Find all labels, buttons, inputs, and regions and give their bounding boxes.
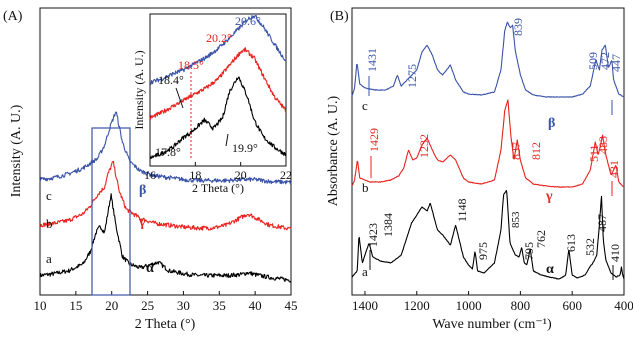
trace-inset-c (149, 14, 287, 85)
trace-inset-b (149, 47, 287, 120)
panel-b-xticks: 1400 1200 1000 800 600 400 (352, 291, 633, 313)
panel-b-frame (351, 7, 625, 296)
panel-a-label: (A) (3, 9, 23, 24)
xtick-label-45: 45 (285, 298, 298, 313)
beta-peak-1275: 1275 (405, 64, 419, 88)
xtick-label-25: 25 (141, 298, 154, 313)
xtick-label-20: 20 (235, 168, 247, 182)
inset-arrow-184 (175, 87, 184, 109)
xtick-label-18: 18 (189, 168, 201, 182)
xtick-label-600: 600 (562, 298, 582, 313)
inset-annot-185: 18.5° (178, 58, 204, 72)
panel-b: (B) 1400 1200 1000 800 600 400 Wave number (c… (326, 7, 633, 332)
trace-xrd-c (39, 111, 292, 185)
trace-xrd-b (39, 160, 292, 231)
b-phase-gamma: γ (545, 189, 553, 204)
xtick-label-15: 15 (69, 298, 82, 313)
b-phase-beta: β (548, 116, 555, 131)
panel-a: (A) 10 15 20 25 30 35 40 45 2 Theta (°) Intensi… (3, 7, 298, 332)
alpha-peak-795: 795 (522, 242, 536, 260)
xtick-label-16: 16 (144, 168, 156, 182)
xtick-label-20: 20 (105, 298, 118, 313)
inset: 16 18 20 22 2 Theta (°) Intensity (A. U.) 2… (132, 13, 292, 195)
b-phase-alpha: α (546, 262, 554, 277)
xtick-label-1000: 1000 (456, 298, 482, 313)
inset-frame (149, 13, 287, 167)
trace-xrd-a (39, 193, 292, 283)
phase-label-alpha: α (146, 261, 154, 276)
gamma-peak-1429: 1429 (367, 128, 381, 152)
series-letter-b: b (46, 216, 53, 231)
inset-annot-206: 20.6° (235, 14, 261, 28)
beta-peak-839: 839 (511, 18, 525, 36)
alpha-peak-labels: 1423 1384 1148 975 853 795 762 613 532 4… (366, 198, 622, 262)
inset-annot-184: 18.4° (158, 73, 184, 87)
gamma-peak-837: 837 (509, 142, 523, 160)
b-series-letter-a: a (362, 264, 368, 279)
trace-ftir-b (351, 99, 625, 188)
alpha-peak-1423: 1423 (366, 223, 380, 247)
beta-peak-509: 509 (586, 52, 600, 70)
inset-annot-199: 19.9° (232, 141, 258, 155)
inset-ylabel: Intensity (A. U.) (132, 50, 146, 129)
alpha-peak-1148: 1148 (455, 198, 469, 222)
series-letter-c: c (46, 188, 52, 203)
inset-annot-178: 17.8° (155, 145, 181, 159)
beta-peak-labels: 1431 1275 839 509 472 447 (365, 18, 623, 88)
xtick-label-1200: 1200 (404, 298, 430, 313)
panel-b-xlabel: Wave number (cm⁻¹) (432, 317, 552, 332)
phase-label-beta: β (139, 183, 146, 198)
gamma-peak-labels: 1429 1232 837 812 511 483 431 (367, 128, 621, 178)
alpha-peak-975: 975 (476, 242, 490, 260)
xtick-label-800: 800 (511, 298, 531, 313)
gamma-peak-431: 431 (607, 160, 621, 178)
panel-a-xticks: 10 15 20 25 30 35 40 45 (34, 291, 298, 313)
panel-a-xlabel: 2 Theta (°) (135, 317, 196, 332)
trace-inset-a (149, 76, 287, 159)
b-series-letter-b: b (362, 180, 369, 195)
inset-xticks: 16 18 20 22 (144, 162, 292, 182)
gamma-peak-1232: 1232 (417, 134, 431, 158)
xtick-label-30: 30 (177, 298, 190, 313)
trace-ftir-c (351, 21, 625, 98)
panel-b-label: (B) (330, 9, 349, 24)
gamma-peak-812: 812 (529, 142, 543, 160)
panel-a-frame (39, 7, 292, 296)
alpha-peak-853: 853 (510, 211, 522, 228)
trace-ftir-a (351, 189, 625, 280)
panel-a-ylabel: Intensity (A. U.) (9, 104, 24, 197)
xtick-label-1400: 1400 (352, 298, 378, 313)
inset-arrow-199 (225, 133, 229, 147)
alpha-peak-613: 613 (564, 234, 578, 252)
alpha-peak-1384: 1384 (381, 213, 395, 237)
xtick-label-10: 10 (34, 298, 47, 313)
panel-b-traces (351, 21, 625, 280)
alpha-peak-410: 410 (608, 244, 622, 262)
xtick-label-400: 400 (614, 298, 633, 313)
alpha-peak-487: 487 (595, 214, 609, 232)
alpha-peak-762: 762 (534, 230, 548, 248)
xtick-label-35: 35 (213, 298, 226, 313)
gamma-peak-483: 483 (596, 136, 610, 154)
series-letter-a: a (46, 251, 52, 266)
beta-peak-447: 447 (609, 54, 623, 72)
panel-a-traces (39, 111, 292, 283)
xtick-label-40: 40 (249, 298, 262, 313)
gamma-peak-511: 511 (587, 144, 601, 162)
xtick-label-22: 22 (280, 168, 292, 182)
inset-traces (149, 14, 287, 159)
beta-peak-1431: 1431 (365, 48, 379, 72)
inset-annot-202: 20.2° (206, 31, 232, 45)
alpha-peak-532: 532 (583, 238, 597, 256)
b-series-letter-c: c (362, 98, 368, 113)
zoom-region-box (91, 127, 131, 296)
panel-b-ylabel: Absorbance (A. U.) (326, 95, 341, 206)
inset-xlabel: 2 Theta (°) (192, 181, 244, 195)
phase-label-gamma: γ (138, 215, 146, 230)
beta-peak-472: 472 (598, 52, 612, 70)
